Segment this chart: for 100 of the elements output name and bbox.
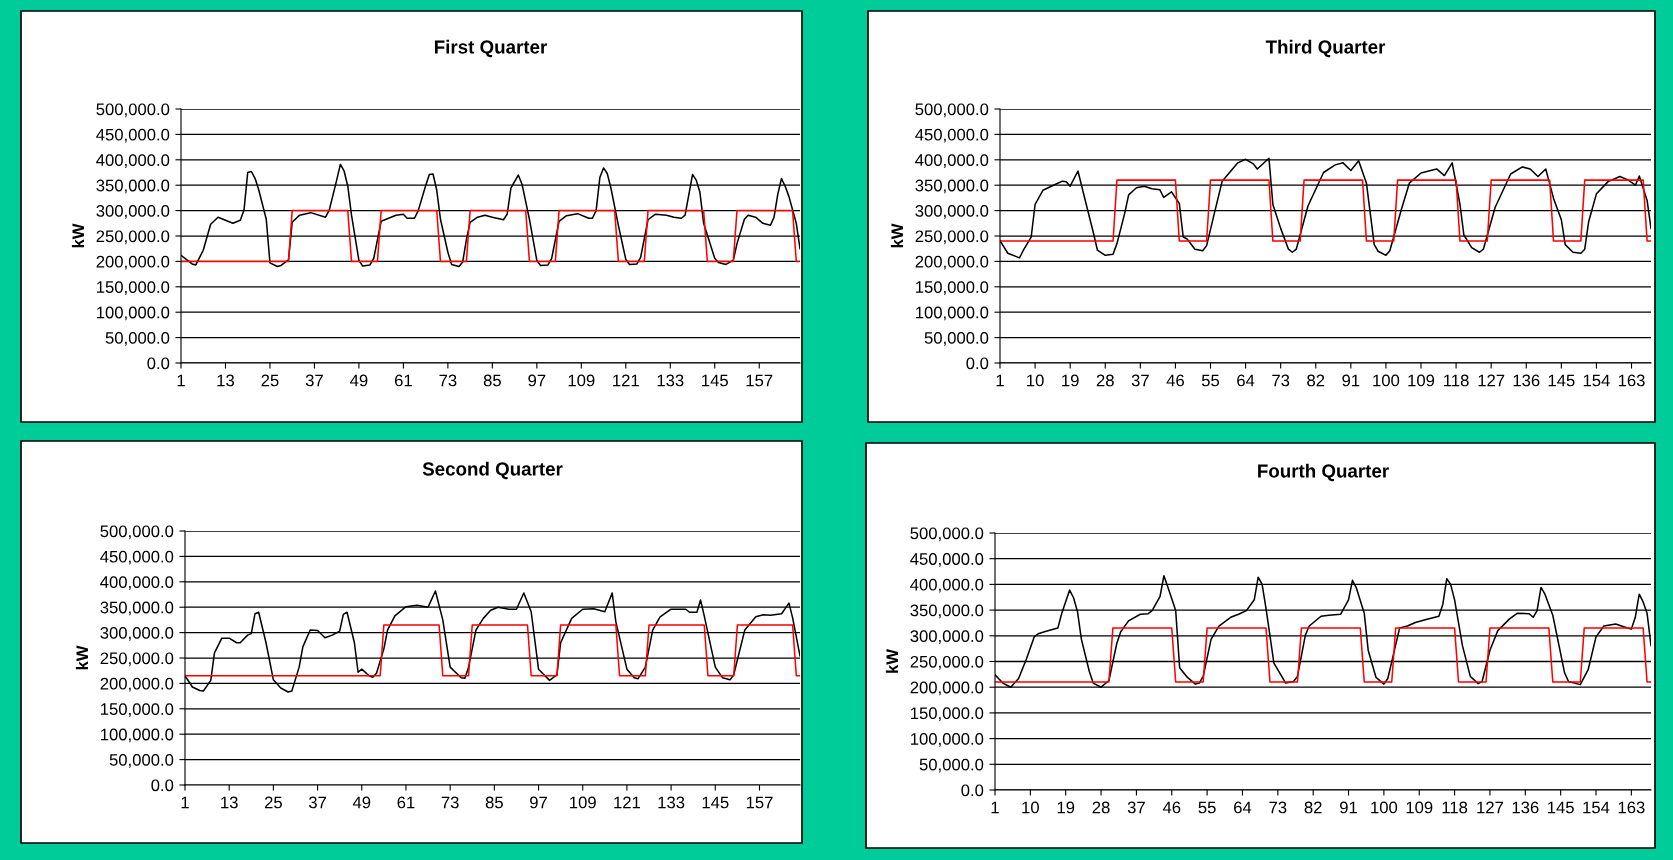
x-tick-label: 136	[1512, 801, 1539, 814]
x-tick-label: 37	[1127, 801, 1145, 814]
y-tick-label: 200,000.0	[96, 255, 170, 270]
y-tick-label: 100,000.0	[101, 728, 174, 743]
x-tick-label: 19	[1057, 801, 1075, 814]
x-tick-label: 109	[1406, 801, 1433, 814]
x-tick-label: 61	[397, 796, 415, 809]
y-tick-label: 150,000.0	[916, 281, 989, 295]
y-tick-label: 50,000.0	[109, 754, 174, 768]
y-tick-label: 250,000.0	[96, 230, 170, 245]
y-tick-label: 200,000.0	[910, 681, 984, 696]
x-tick-label: 46	[1162, 801, 1181, 814]
y-tick-label: 400,000.0	[96, 154, 170, 168]
y-tick-label: 0.0	[147, 357, 170, 370]
x-tick-label: 25	[261, 374, 279, 387]
chart-title: First Quarter	[434, 39, 547, 58]
x-tick-label: 1	[181, 796, 189, 809]
y-tick-label: 400,000.0	[100, 576, 174, 590]
x-tick-label: 13	[221, 796, 238, 809]
y-tick-label: 500,000.0	[910, 527, 984, 542]
y-tick-label: 450,000.0	[910, 553, 984, 567]
y-tick-label: 200,000.0	[100, 677, 174, 692]
x-tick-label: 28	[1092, 801, 1110, 814]
x-tick-label: 1	[996, 374, 1004, 387]
x-tick-label: 145	[1548, 801, 1574, 814]
y-tick-label: 500,000.0	[96, 103, 170, 118]
x-tick-label: 49	[352, 796, 371, 809]
x-tick-label: 91	[1342, 374, 1360, 387]
x-tick-label: 163	[1618, 801, 1645, 814]
x-tick-label: 133	[658, 796, 685, 809]
y-tick-label: 150,000.0	[911, 707, 984, 722]
x-tick-label: 157	[746, 374, 773, 387]
y-tick-label: 400,000.0	[915, 154, 989, 168]
x-tick-label: 1	[177, 374, 185, 387]
y-tick-label: 0.0	[966, 357, 989, 370]
x-tick-label: 121	[613, 374, 639, 387]
y-tick-label: 150,000.0	[101, 703, 174, 717]
x-tick-label: 55	[1198, 801, 1216, 814]
x-tick-label: 37	[308, 796, 327, 809]
x-tick-label: 100	[1373, 374, 1400, 387]
y-axis-title: kW	[71, 223, 84, 248]
x-tick-label: 82	[1307, 374, 1325, 387]
y-tick-label: 100,000.0	[97, 306, 170, 321]
y-tick-label: 300,000.0	[910, 630, 984, 644]
x-tick-label: 73	[1269, 801, 1287, 814]
x-tick-label: 133	[657, 374, 684, 387]
x-tick-label: 97	[528, 374, 546, 387]
x-tick-label: 46	[1166, 374, 1184, 387]
x-tick-label: 73	[1272, 374, 1290, 387]
y-tick-label: 450,000.0	[100, 550, 174, 565]
x-tick-label: 28	[1096, 374, 1114, 387]
x-tick-label: 10	[1022, 801, 1039, 814]
x-tick-label: 118	[1444, 374, 1469, 387]
x-tick-label: 1	[991, 801, 999, 814]
x-tick-label: 97	[530, 796, 547, 809]
x-tick-label: 154	[1583, 374, 1610, 387]
x-tick-label: 64	[1234, 801, 1252, 814]
y-tick-label: 0.0	[961, 784, 984, 797]
y-tick-label: 250,000.0	[915, 230, 989, 245]
x-tick-label: 64	[1237, 374, 1255, 387]
x-tick-label: 154	[1583, 801, 1610, 814]
y-tick-label: 450,000.0	[915, 128, 989, 143]
x-tick-label: 37	[1131, 374, 1149, 387]
y-tick-label: 100,000.0	[911, 733, 984, 747]
x-tick-label: 85	[483, 374, 501, 387]
x-tick-label: 127	[1478, 374, 1505, 387]
y-tick-label: 350,000.0	[100, 601, 174, 616]
y-tick-label: 250,000.0	[100, 652, 174, 667]
x-tick-label: 157	[746, 796, 773, 809]
x-tick-label: 37	[305, 374, 323, 387]
y-tick-label: 0.0	[151, 779, 174, 792]
x-tick-label: 145	[702, 374, 728, 387]
y-tick-label: 300,000.0	[100, 627, 174, 641]
x-tick-label: 109	[568, 374, 595, 387]
y-axis-title: kW	[885, 649, 898, 673]
y-tick-label: 50,000.0	[919, 758, 984, 773]
x-tick-label: 118	[1442, 801, 1468, 814]
y-tick-label: 450,000.0	[96, 128, 170, 143]
x-tick-label: 145	[702, 796, 729, 809]
x-tick-label: 61	[394, 374, 412, 387]
y-tick-label: 500,000.0	[915, 103, 989, 118]
y-tick-label: 400,000.0	[910, 578, 984, 593]
x-tick-label: 49	[350, 374, 368, 387]
x-tick-label: 73	[439, 374, 457, 387]
y-tick-label: 500,000.0	[100, 525, 174, 540]
y-tick-label: 350,000.0	[96, 179, 170, 194]
y-tick-label: 50,000.0	[105, 332, 170, 346]
y-tick-label: 350,000.0	[910, 604, 984, 619]
y-tick-label: 300,000.0	[96, 205, 170, 219]
x-tick-label: 127	[1477, 801, 1504, 814]
x-tick-label: 19	[1062, 374, 1079, 387]
y-axis-title: kW	[75, 645, 88, 670]
x-tick-label: 55	[1201, 374, 1220, 387]
y-tick-label: 150,000.0	[97, 281, 170, 295]
y-tick-label: 200,000.0	[915, 255, 989, 270]
x-tick-label: 109	[570, 796, 596, 809]
y-axis-title: kW	[890, 223, 903, 248]
x-tick-label: 121	[614, 796, 641, 809]
x-tick-label: 100	[1371, 801, 1398, 814]
chart-title: Second Quarter	[422, 461, 563, 480]
